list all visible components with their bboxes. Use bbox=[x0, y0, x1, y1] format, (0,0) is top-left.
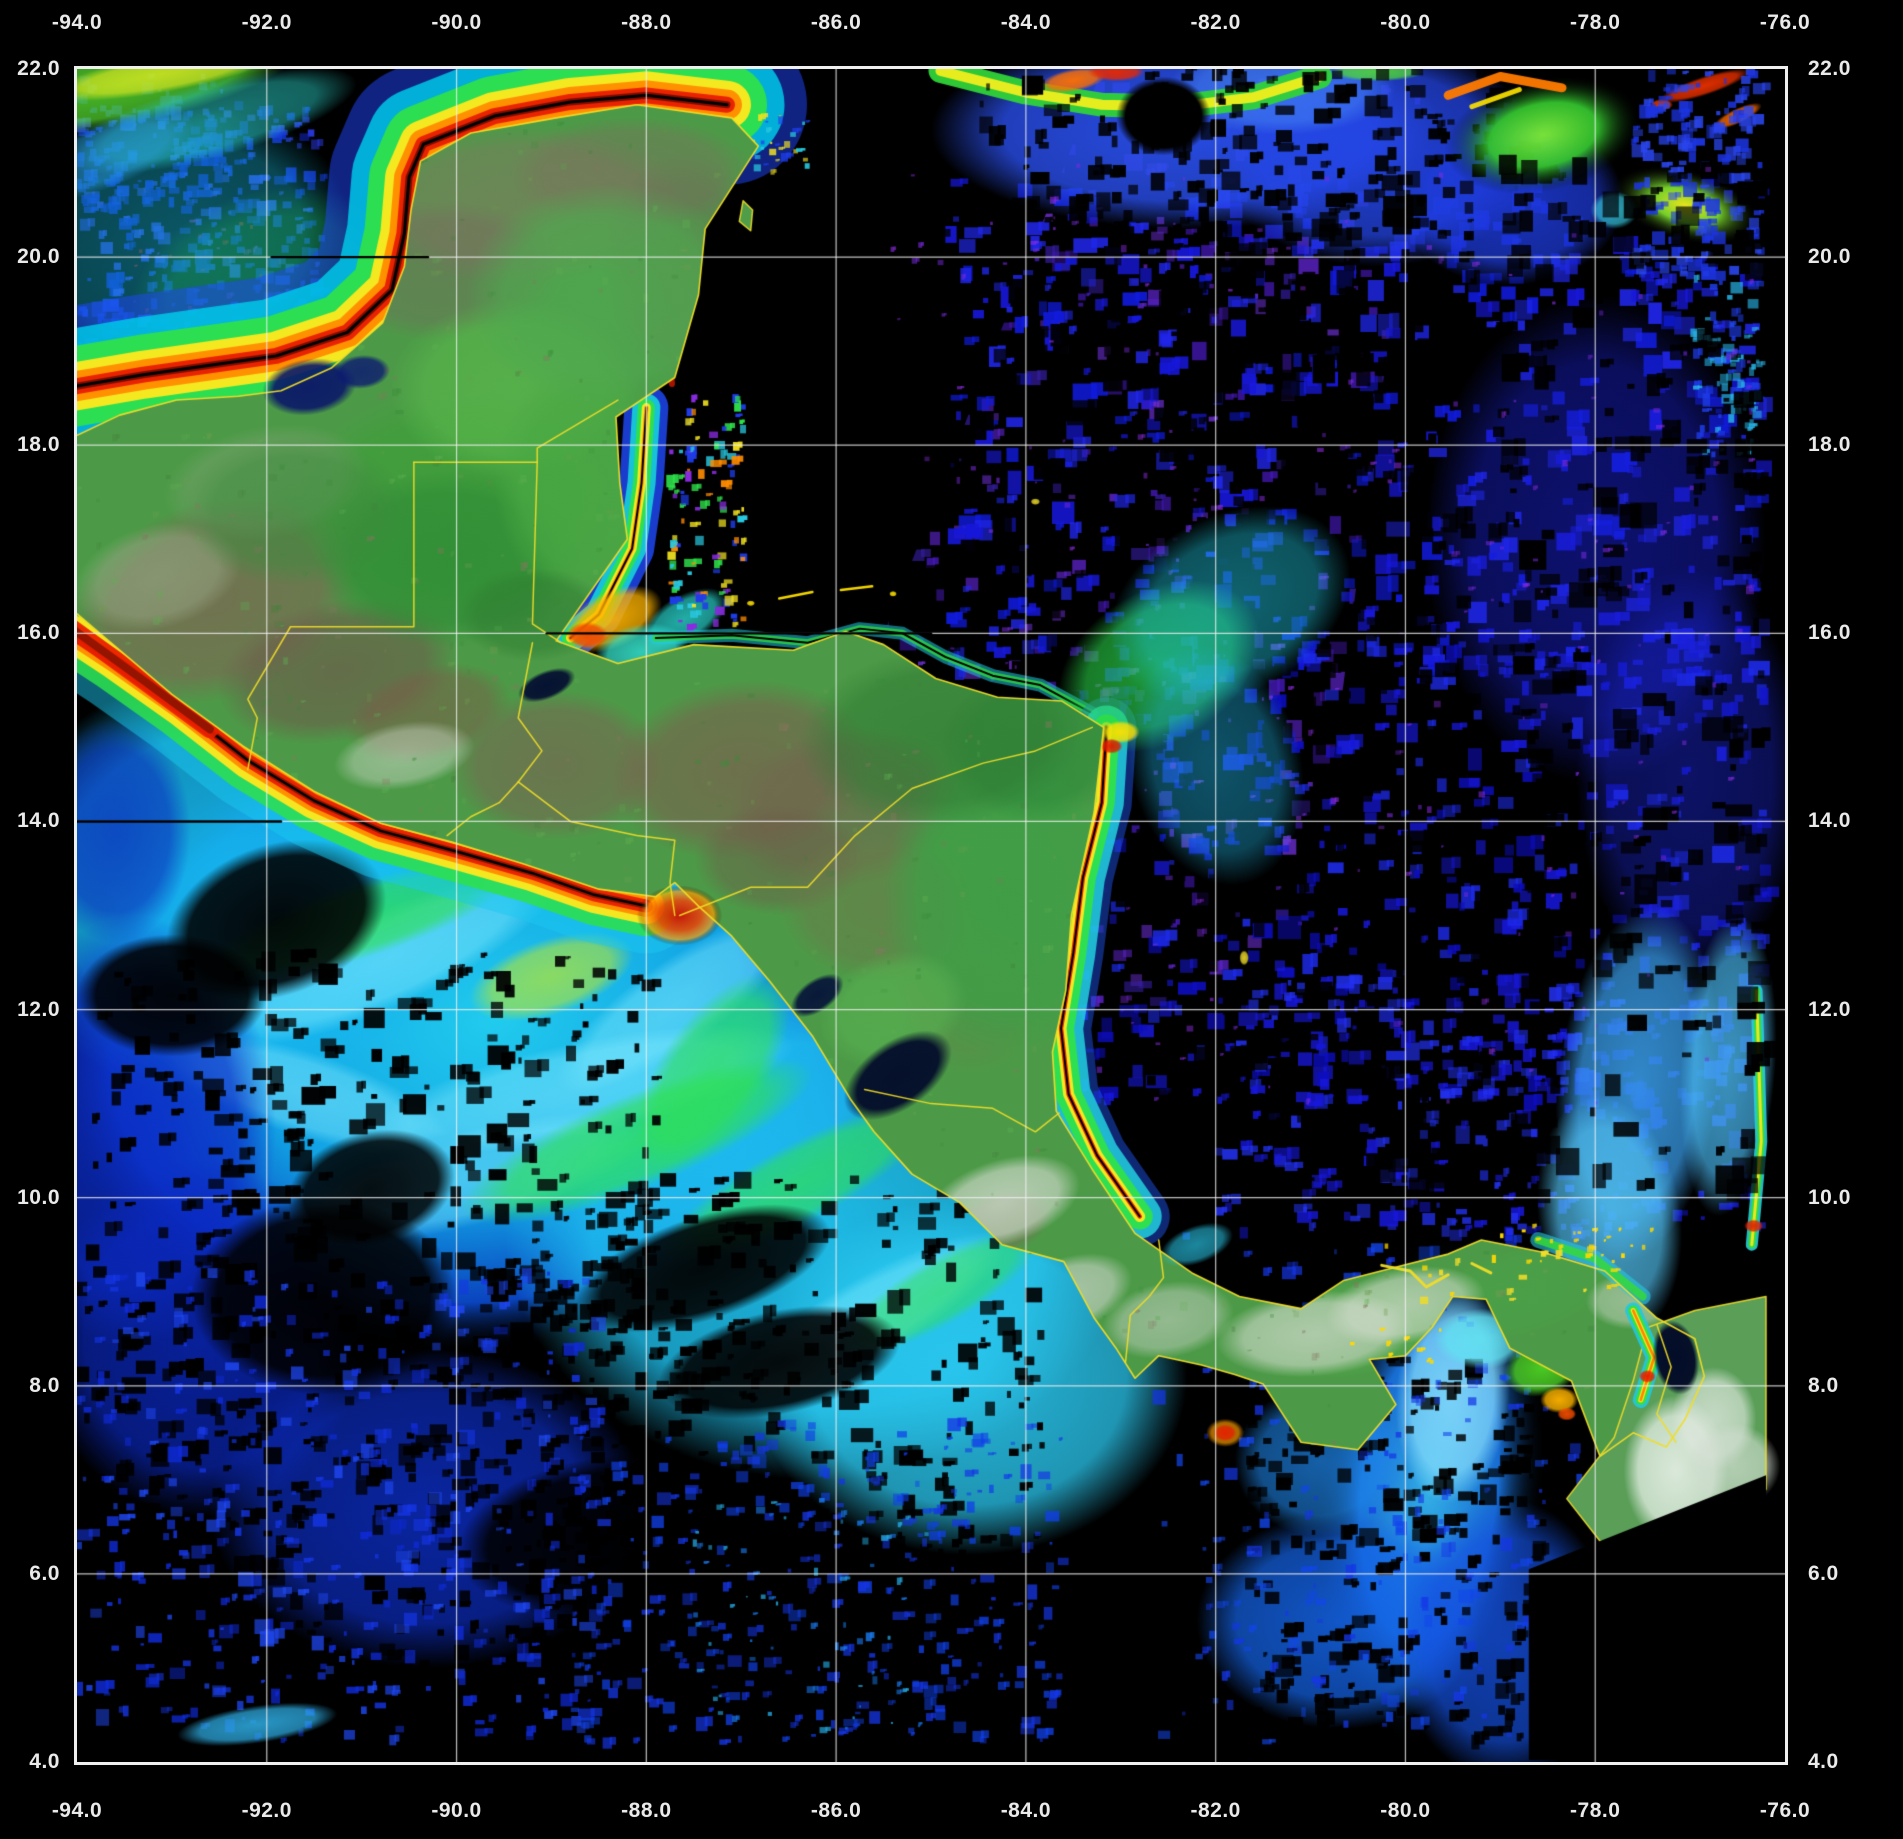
tick-label-latitude-right: 22.0 bbox=[1808, 57, 1851, 80]
ocean-color-map-canvas bbox=[77, 69, 1785, 1762]
tick-label-longitude-top: -76.0 bbox=[1759, 11, 1811, 34]
tick-label-latitude-right: 8.0 bbox=[1808, 1373, 1839, 1397]
tick-label-longitude-top: -92.0 bbox=[241, 11, 292, 34]
tick-label-longitude-bottom: -88.0 bbox=[621, 1799, 672, 1822]
tick-label-latitude-left: 14.0 bbox=[17, 809, 60, 833]
tick-label-longitude-top: -82.0 bbox=[1190, 11, 1241, 34]
tick-label-latitude-right: 16.0 bbox=[1808, 621, 1851, 645]
tick-label-longitude-top: -80.0 bbox=[1380, 11, 1431, 34]
tick-label-latitude-left: 6.0 bbox=[29, 1561, 60, 1585]
tick-label-latitude-left: 20.0 bbox=[17, 245, 60, 269]
tick-label-longitude-top: -94.0 bbox=[51, 11, 103, 34]
tick-label-latitude-right: 12.0 bbox=[1808, 997, 1851, 1021]
tick-label-longitude-top: -88.0 bbox=[621, 11, 672, 34]
tick-label-latitude-right: 4.0 bbox=[1808, 1750, 1839, 1773]
tick-label-longitude-top: -78.0 bbox=[1570, 11, 1621, 34]
tick-label-longitude-top: -84.0 bbox=[1000, 11, 1052, 34]
tick-label-latitude-right: 10.0 bbox=[1808, 1185, 1851, 1209]
tick-label-latitude-left: 16.0 bbox=[17, 621, 60, 645]
tick-label-longitude-bottom: -94.0 bbox=[51, 1799, 103, 1822]
tick-label-latitude-right: 18.0 bbox=[1808, 433, 1851, 457]
tick-label-latitude-left: 22.0 bbox=[17, 57, 60, 80]
tick-label-longitude-bottom: -92.0 bbox=[241, 1799, 292, 1822]
tick-label-longitude-bottom: -80.0 bbox=[1380, 1799, 1431, 1822]
tick-label-longitude-bottom: -78.0 bbox=[1570, 1799, 1621, 1822]
tick-label-latitude-left: 8.0 bbox=[29, 1373, 60, 1397]
tick-label-latitude-left: 12.0 bbox=[17, 997, 60, 1021]
tick-label-latitude-left: 10.0 bbox=[17, 1185, 60, 1209]
tick-label-latitude-left: 4.0 bbox=[29, 1750, 60, 1773]
map-plot-frame bbox=[74, 66, 1788, 1765]
tick-label-longitude-bottom: -76.0 bbox=[1759, 1799, 1811, 1822]
tick-label-latitude-right: 20.0 bbox=[1808, 245, 1851, 269]
tick-label-latitude-right: 6.0 bbox=[1808, 1561, 1839, 1585]
tick-label-longitude-top: -86.0 bbox=[810, 11, 862, 34]
tick-label-longitude-bottom: -90.0 bbox=[431, 1799, 482, 1822]
tick-label-longitude-bottom: -86.0 bbox=[810, 1799, 862, 1822]
tick-label-longitude-bottom: -84.0 bbox=[1000, 1799, 1052, 1822]
tick-label-latitude-right: 14.0 bbox=[1808, 809, 1851, 833]
tick-label-latitude-left: 18.0 bbox=[17, 433, 60, 457]
tick-label-longitude-bottom: -82.0 bbox=[1190, 1799, 1241, 1822]
tick-label-longitude-top: -90.0 bbox=[431, 11, 482, 34]
